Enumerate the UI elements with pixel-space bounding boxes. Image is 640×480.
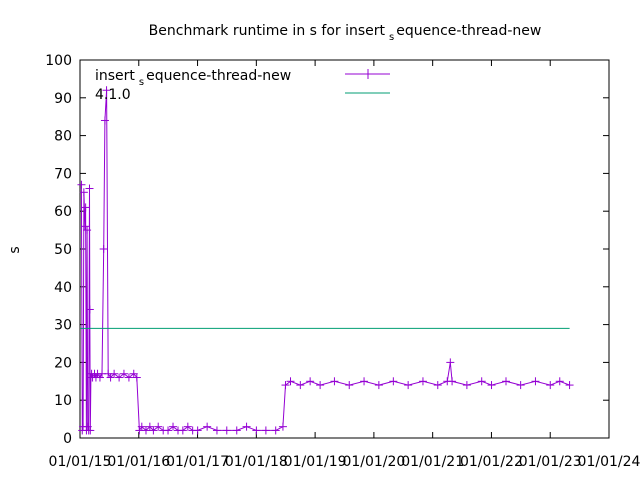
data-point — [296, 381, 305, 390]
data-point — [178, 426, 187, 435]
y-tick-label: 30 — [54, 318, 72, 334]
data-point — [106, 373, 115, 382]
data-point — [418, 377, 427, 386]
x-tick-label: 01/01/24 — [578, 454, 640, 470]
data-point — [85, 184, 94, 193]
data-point — [433, 381, 442, 390]
data-point — [183, 422, 192, 431]
data-point — [306, 377, 315, 386]
data-point — [516, 381, 525, 390]
data-point — [86, 426, 95, 435]
data-point — [446, 358, 455, 367]
y-axis-ticks: 0 10 20 30 40 50 60 70 80 90 100 — [45, 53, 609, 447]
x-tick-label: 01/01/15 — [49, 454, 112, 470]
data-point — [132, 373, 141, 382]
data-point — [99, 245, 108, 253]
data-point — [316, 381, 325, 390]
data-point — [169, 422, 178, 431]
y-tick-label: 0 — [63, 431, 72, 447]
y-tick-label: 80 — [54, 129, 72, 145]
data-point — [124, 373, 133, 382]
data-point — [110, 369, 119, 378]
y-axis-label: s — [7, 246, 23, 253]
y-tick-label: 20 — [54, 355, 72, 371]
plot-frame — [79, 59, 610, 439]
data-point — [154, 422, 163, 431]
data-point — [80, 222, 89, 231]
x-tick-label: 01/01/16 — [107, 454, 170, 470]
data-point — [149, 426, 158, 435]
chart-title: Benchmark runtime in s for insert s equenc… — [149, 23, 542, 43]
x-tick-label: 01/01/18 — [225, 454, 288, 470]
data-point — [555, 377, 564, 386]
y-tick-label: 90 — [54, 91, 72, 107]
data-point — [389, 377, 398, 386]
y-tick-label: 100 — [45, 53, 72, 69]
x-axis-ticks: 01/01/1501/01/1601/01/1701/01/1801/01/19… — [49, 60, 640, 470]
data-point — [502, 377, 511, 386]
y-tick-label: 50 — [54, 242, 72, 258]
data-point — [79, 188, 88, 197]
x-tick-label: 01/01/20 — [342, 454, 405, 470]
x-tick-label: 01/01/17 — [166, 454, 229, 470]
data-point — [203, 422, 212, 431]
data-point — [193, 426, 202, 435]
data-point — [360, 377, 369, 386]
data-point — [345, 381, 354, 390]
data-point — [531, 377, 540, 386]
data-point — [330, 377, 339, 386]
data-point — [271, 426, 280, 435]
y-tick-label: 70 — [54, 166, 72, 182]
data-point — [222, 426, 231, 435]
data-point — [102, 86, 111, 95]
data-point — [232, 426, 241, 435]
y-tick-label: 10 — [54, 393, 72, 409]
data-point — [137, 422, 146, 431]
data-point — [462, 381, 471, 390]
data-point — [141, 426, 150, 435]
series-line-1 — [80, 90, 570, 432]
legend-label-series-2: 4.1.0 — [95, 87, 131, 103]
data-point — [115, 373, 124, 382]
data-point — [212, 426, 221, 435]
data-point — [85, 305, 94, 314]
data-point — [565, 381, 574, 390]
data-point — [252, 426, 261, 435]
x-tick-label: 01/01/19 — [284, 454, 347, 470]
data-point — [546, 381, 555, 390]
data-point — [77, 180, 86, 189]
data-point — [95, 373, 104, 382]
legend: insert s equence-thread-new 4.1.0 — [95, 68, 390, 103]
x-tick-label: 01/01/21 — [401, 454, 464, 470]
data-point — [404, 381, 413, 390]
data-point — [278, 422, 287, 431]
data-point — [286, 377, 295, 386]
data-point — [81, 203, 90, 212]
x-tick-label: 01/01/22 — [460, 454, 523, 470]
data-point — [242, 422, 251, 431]
data-point — [448, 377, 457, 386]
series-layer — [77, 86, 574, 435]
data-point — [374, 381, 383, 390]
data-point — [100, 116, 109, 125]
data-point — [477, 377, 486, 386]
legend-label-series-1: insert s equence-thread-new — [95, 68, 291, 88]
data-point — [261, 426, 270, 435]
x-tick-label: 01/01/23 — [519, 454, 582, 470]
data-point — [145, 422, 154, 431]
data-point — [164, 426, 173, 435]
y-tick-label: 40 — [54, 280, 72, 296]
data-point — [487, 381, 496, 390]
data-point — [119, 369, 128, 378]
data-point — [281, 381, 290, 390]
data-point — [83, 226, 92, 235]
y-tick-label: 60 — [54, 204, 72, 220]
